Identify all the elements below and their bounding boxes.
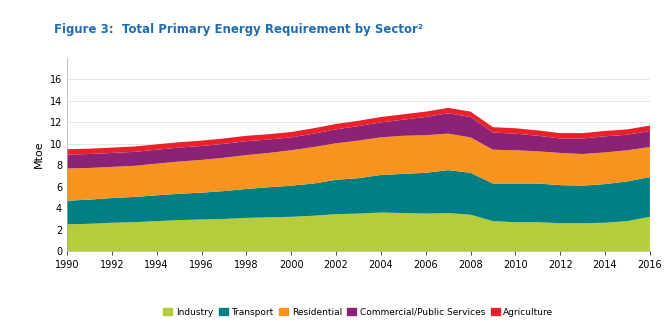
Text: Figure 3:  Total Primary Energy Requirement by Sector²: Figure 3: Total Primary Energy Requireme… <box>54 23 423 35</box>
Legend: Industry, Transport, Residential, Commercial/Public Services, Agriculture: Industry, Transport, Residential, Commer… <box>159 304 557 320</box>
Y-axis label: Mtoe: Mtoe <box>34 141 44 168</box>
